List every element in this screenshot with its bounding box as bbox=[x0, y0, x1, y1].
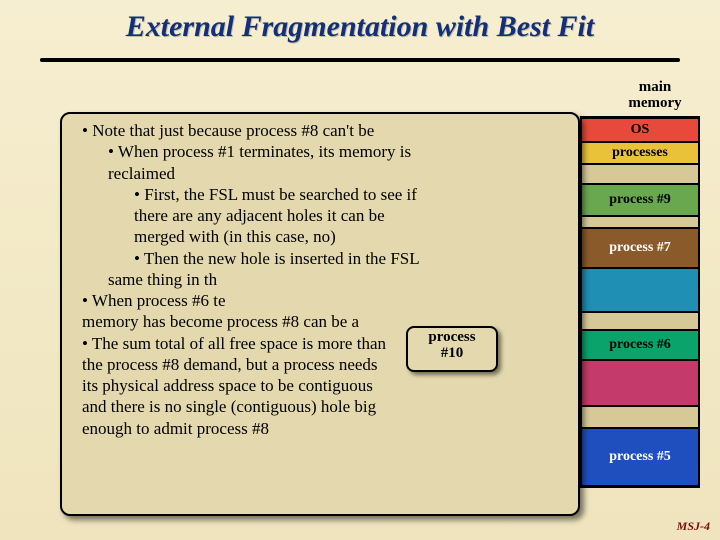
memory-segment: process #6 bbox=[582, 330, 698, 360]
bullet-line: First, the FSL must be searched to see i… bbox=[72, 184, 568, 205]
bullet-line: there are any adjacent holes it can be bbox=[72, 205, 568, 226]
callout-process-10: process #10 bbox=[406, 326, 498, 372]
memory-segment: process #7 bbox=[582, 228, 698, 268]
memory-segment: process #5 bbox=[582, 428, 698, 486]
bullet-line: its physical address space to be contigu… bbox=[72, 375, 568, 396]
memory-segment: OS bbox=[582, 118, 698, 142]
memory-label: main memory bbox=[595, 80, 715, 112]
memory-segment: process #9 bbox=[582, 184, 698, 216]
bullet-line: Note that just because process #8 can't … bbox=[72, 120, 568, 141]
bullet-line: enough to admit process #8 bbox=[72, 418, 568, 439]
footer-label: MSJ-4 bbox=[677, 519, 710, 534]
card-main-lines: Note that just because process #8 can't … bbox=[72, 120, 568, 439]
bullet-line: reclaimed bbox=[72, 163, 568, 184]
bullet-line: same thing in th bbox=[72, 269, 568, 290]
memory-segment bbox=[582, 164, 698, 184]
memory-column: OSprocesses process #9 process #7 process #… bbox=[580, 116, 700, 488]
bullet-line: When process #1 terminates, its memory i… bbox=[72, 141, 568, 162]
card-main: Note that just because process #8 can't … bbox=[60, 112, 580, 516]
bullet-line: merged with (in this case, no) bbox=[72, 226, 568, 247]
slide: External Fragmentation with Best Fit es … bbox=[0, 0, 720, 540]
title-underline bbox=[40, 58, 680, 62]
slide-title: External Fragmentation with Best Fit bbox=[0, 10, 720, 44]
bullet-line: and there is no single (contiguous) hole… bbox=[72, 396, 568, 417]
bullet-line: Then the new hole is inserted in the FSL bbox=[72, 248, 568, 269]
bullet-line: When process #6 te bbox=[72, 290, 568, 311]
memory-segment bbox=[582, 216, 698, 228]
memory-segment bbox=[582, 268, 698, 312]
memory-segment bbox=[582, 406, 698, 428]
memory-segment bbox=[582, 360, 698, 406]
memory-segment bbox=[582, 312, 698, 330]
memory-segment: processes bbox=[582, 142, 698, 164]
